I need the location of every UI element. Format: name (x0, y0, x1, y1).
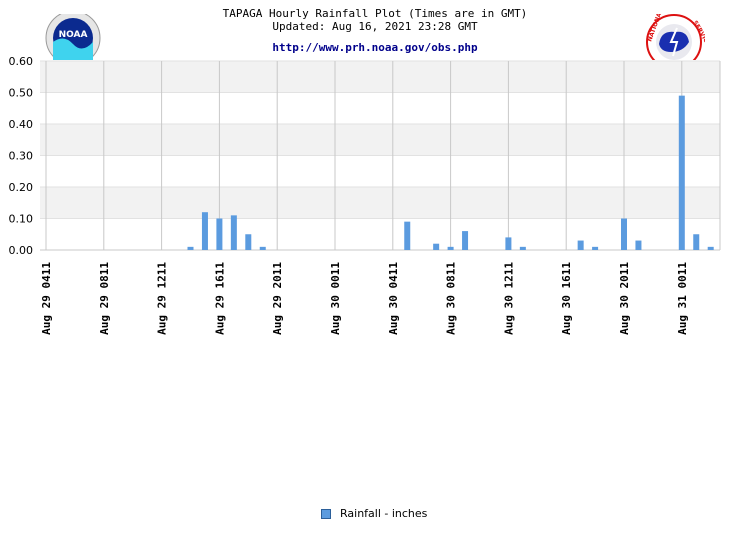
y-tick-label: 0.30 (9, 150, 34, 163)
plot-band (40, 155, 720, 187)
x-tick-label: Aug 29 1211 (156, 262, 169, 335)
rainfall-bar (245, 234, 252, 250)
x-tick-label: Aug 29 1611 (213, 262, 226, 335)
rainfall-bar (621, 218, 627, 250)
plot-band (40, 187, 720, 219)
y-tick-label: 0.50 (9, 87, 34, 100)
plot-band (40, 92, 720, 124)
rainfall-bar (592, 246, 599, 250)
rainfall-bar (505, 237, 512, 250)
x-tick-label: Aug 30 0011 (329, 262, 342, 335)
x-tick-label: Aug 31 0011 (676, 262, 689, 335)
plot-band (40, 61, 720, 93)
y-tick-label: 0.60 (9, 55, 34, 68)
rainfall-bar (678, 95, 685, 251)
rainfall-bar (577, 240, 584, 250)
y-tick-label: 0.00 (9, 244, 34, 257)
rainfall-bar (519, 246, 526, 250)
legend-label: Rainfall - inches (340, 507, 428, 520)
updated-timestamp: Updated: Aug 16, 2021 23:28 GMT (272, 20, 478, 33)
x-tick-label: Aug 30 0811 (445, 262, 458, 335)
rainfall-bar (635, 240, 642, 250)
rainfall-bar (230, 215, 237, 250)
rainfall-bar (201, 212, 208, 250)
plot-band (40, 218, 720, 250)
rainfall-bar (707, 246, 714, 250)
rainfall-bar (259, 246, 266, 250)
rainfall-bar (447, 246, 454, 250)
rainfall-bar (433, 243, 440, 250)
x-tick-label: Aug 30 1211 (502, 262, 515, 335)
rainfall-bar (404, 221, 411, 250)
x-tick-label: Aug 29 2011 (271, 262, 284, 335)
y-tick-label: 0.40 (9, 118, 34, 131)
x-tick-label: Aug 30 2011 (618, 262, 631, 335)
x-tick-label: Aug 30 1611 (560, 262, 573, 335)
rainfall-bar (187, 246, 194, 250)
rainfall-bar (462, 231, 469, 250)
source-url-link[interactable]: http://www.prh.noaa.gov/obs.php (272, 41, 478, 54)
y-tick-label: 0.20 (9, 181, 34, 194)
plot-band (40, 124, 720, 156)
national-weather-service-logo: NATIONAL SERVICE (646, 14, 705, 60)
rainfall-bar (216, 218, 223, 250)
chart-title: TAPAGA Hourly Rainfall Plot (Times are i… (222, 7, 528, 20)
legend-swatch (321, 508, 331, 519)
noaa-logo: NOAA (45, 14, 101, 60)
svg-text:NOAA: NOAA (59, 30, 88, 40)
y-tick-label: 0.10 (9, 213, 34, 226)
x-tick-label: Aug 29 0411 (40, 262, 53, 335)
rainfall-bar (693, 234, 700, 250)
x-tick-label: Aug 29 0811 (98, 262, 111, 335)
chart-legend: Rainfall - inches (321, 507, 427, 520)
x-tick-label: Aug 30 0411 (387, 262, 400, 335)
